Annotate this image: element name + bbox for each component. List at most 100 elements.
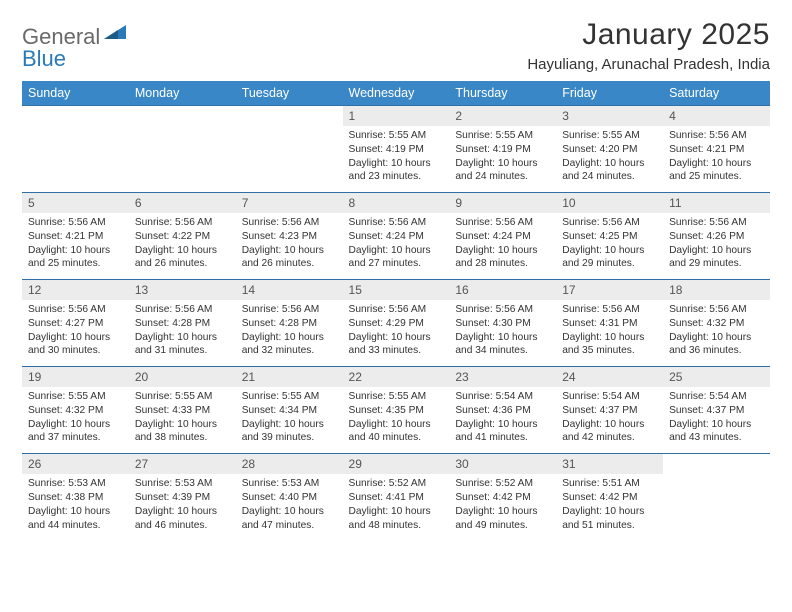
day-body: Sunrise: 5:55 AMSunset: 4:32 PMDaylight:… [22,387,129,453]
calendar-cell: 26Sunrise: 5:53 AMSunset: 4:38 PMDayligh… [22,454,129,541]
sunset-line: Sunset: 4:32 PM [28,404,123,418]
calendar-table: SundayMondayTuesdayWednesdayThursdayFrid… [22,81,770,540]
calendar-cell: 27Sunrise: 5:53 AMSunset: 4:39 PMDayligh… [129,454,236,541]
day-number: 3 [556,106,663,126]
sunrise-line: Sunrise: 5:55 AM [28,390,123,404]
daylight-line: Daylight: 10 hours and 49 minutes. [455,505,550,533]
calendar-cell: 1Sunrise: 5:55 AMSunset: 4:19 PMDaylight… [343,106,450,193]
calendar-cell: 21Sunrise: 5:55 AMSunset: 4:34 PMDayligh… [236,367,343,454]
daylight-line: Daylight: 10 hours and 26 minutes. [135,244,230,272]
day-body: Sunrise: 5:55 AMSunset: 4:34 PMDaylight:… [236,387,343,453]
day-body: Sunrise: 5:56 AMSunset: 4:28 PMDaylight:… [129,300,236,366]
day-number: 13 [129,280,236,300]
sunset-line: Sunset: 4:42 PM [455,491,550,505]
daylight-line: Daylight: 10 hours and 37 minutes. [28,418,123,446]
daylight-line: Daylight: 10 hours and 28 minutes. [455,244,550,272]
sunrise-line: Sunrise: 5:56 AM [562,216,657,230]
sunrise-line: Sunrise: 5:56 AM [669,216,764,230]
calendar-cell: 13Sunrise: 5:56 AMSunset: 4:28 PMDayligh… [129,280,236,367]
day-body: Sunrise: 5:56 AMSunset: 4:22 PMDaylight:… [129,213,236,279]
calendar-row: 12Sunrise: 5:56 AMSunset: 4:27 PMDayligh… [22,280,770,367]
title-block: January 2025 Hayuliang, Arunachal Prades… [527,18,770,73]
sunrise-line: Sunrise: 5:55 AM [562,129,657,143]
day-body: Sunrise: 5:53 AMSunset: 4:39 PMDaylight:… [129,474,236,540]
daylight-line: Daylight: 10 hours and 48 minutes. [349,505,444,533]
day-body: Sunrise: 5:52 AMSunset: 4:41 PMDaylight:… [343,474,450,540]
sunset-line: Sunset: 4:28 PM [242,317,337,331]
sunset-line: Sunset: 4:34 PM [242,404,337,418]
sunrise-line: Sunrise: 5:53 AM [242,477,337,491]
sunset-line: Sunset: 4:29 PM [349,317,444,331]
day-number: 27 [129,454,236,474]
daylight-line: Daylight: 10 hours and 26 minutes. [242,244,337,272]
day-body [236,126,343,184]
sunrise-line: Sunrise: 5:56 AM [135,303,230,317]
calendar-cell: 31Sunrise: 5:51 AMSunset: 4:42 PMDayligh… [556,454,663,541]
sunset-line: Sunset: 4:30 PM [455,317,550,331]
day-number: 19 [22,367,129,387]
day-number: 16 [449,280,556,300]
sunset-line: Sunset: 4:40 PM [242,491,337,505]
sunset-line: Sunset: 4:26 PM [669,230,764,244]
calendar-head: SundayMondayTuesdayWednesdayThursdayFrid… [22,81,770,106]
day-body: Sunrise: 5:56 AMSunset: 4:24 PMDaylight:… [343,213,450,279]
day-body: Sunrise: 5:55 AMSunset: 4:33 PMDaylight:… [129,387,236,453]
day-number: 28 [236,454,343,474]
calendar-cell: 15Sunrise: 5:56 AMSunset: 4:29 PMDayligh… [343,280,450,367]
daylight-line: Daylight: 10 hours and 24 minutes. [562,157,657,185]
calendar-cell: 2Sunrise: 5:55 AMSunset: 4:19 PMDaylight… [449,106,556,193]
sunset-line: Sunset: 4:39 PM [135,491,230,505]
day-number: 22 [343,367,450,387]
sunrise-line: Sunrise: 5:54 AM [669,390,764,404]
calendar-cell-empty [663,454,770,541]
day-body: Sunrise: 5:54 AMSunset: 4:37 PMDaylight:… [663,387,770,453]
sunrise-line: Sunrise: 5:56 AM [135,216,230,230]
day-body: Sunrise: 5:56 AMSunset: 4:30 PMDaylight:… [449,300,556,366]
sunrise-line: Sunrise: 5:56 AM [28,303,123,317]
sunrise-line: Sunrise: 5:53 AM [135,477,230,491]
sunrise-line: Sunrise: 5:56 AM [562,303,657,317]
day-number: 9 [449,193,556,213]
daylight-line: Daylight: 10 hours and 47 minutes. [242,505,337,533]
sunset-line: Sunset: 4:20 PM [562,143,657,157]
day-body: Sunrise: 5:55 AMSunset: 4:19 PMDaylight:… [343,126,450,192]
calendar-cell: 22Sunrise: 5:55 AMSunset: 4:35 PMDayligh… [343,367,450,454]
day-number [129,106,236,126]
weekday-header: Saturday [663,81,770,106]
daylight-line: Daylight: 10 hours and 44 minutes. [28,505,123,533]
day-body: Sunrise: 5:55 AMSunset: 4:19 PMDaylight:… [449,126,556,192]
sunrise-line: Sunrise: 5:56 AM [28,216,123,230]
day-body: Sunrise: 5:54 AMSunset: 4:36 PMDaylight:… [449,387,556,453]
day-body: Sunrise: 5:52 AMSunset: 4:42 PMDaylight:… [449,474,556,540]
day-body: Sunrise: 5:56 AMSunset: 4:26 PMDaylight:… [663,213,770,279]
day-body: Sunrise: 5:56 AMSunset: 4:25 PMDaylight:… [556,213,663,279]
sunset-line: Sunset: 4:32 PM [669,317,764,331]
day-body: Sunrise: 5:56 AMSunset: 4:24 PMDaylight:… [449,213,556,279]
calendar-row: 19Sunrise: 5:55 AMSunset: 4:32 PMDayligh… [22,367,770,454]
daylight-line: Daylight: 10 hours and 38 minutes. [135,418,230,446]
day-number: 18 [663,280,770,300]
daylight-line: Daylight: 10 hours and 27 minutes. [349,244,444,272]
logo-text-blue: Blue [22,46,66,71]
sunset-line: Sunset: 4:36 PM [455,404,550,418]
calendar-cell: 17Sunrise: 5:56 AMSunset: 4:31 PMDayligh… [556,280,663,367]
sunrise-line: Sunrise: 5:55 AM [455,129,550,143]
daylight-line: Daylight: 10 hours and 32 minutes. [242,331,337,359]
day-number [236,106,343,126]
sunrise-line: Sunrise: 5:54 AM [562,390,657,404]
daylight-line: Daylight: 10 hours and 36 minutes. [669,331,764,359]
calendar-cell: 5Sunrise: 5:56 AMSunset: 4:21 PMDaylight… [22,193,129,280]
sunrise-line: Sunrise: 5:56 AM [242,216,337,230]
sunset-line: Sunset: 4:22 PM [135,230,230,244]
daylight-line: Daylight: 10 hours and 34 minutes. [455,331,550,359]
calendar-body: 1Sunrise: 5:55 AMSunset: 4:19 PMDaylight… [22,106,770,541]
sunrise-line: Sunrise: 5:56 AM [455,216,550,230]
day-number [22,106,129,126]
sunrise-line: Sunrise: 5:52 AM [349,477,444,491]
daylight-line: Daylight: 10 hours and 46 minutes. [135,505,230,533]
weekday-header: Sunday [22,81,129,106]
daylight-line: Daylight: 10 hours and 39 minutes. [242,418,337,446]
sunset-line: Sunset: 4:35 PM [349,404,444,418]
daylight-line: Daylight: 10 hours and 33 minutes. [349,331,444,359]
weekday-header: Tuesday [236,81,343,106]
